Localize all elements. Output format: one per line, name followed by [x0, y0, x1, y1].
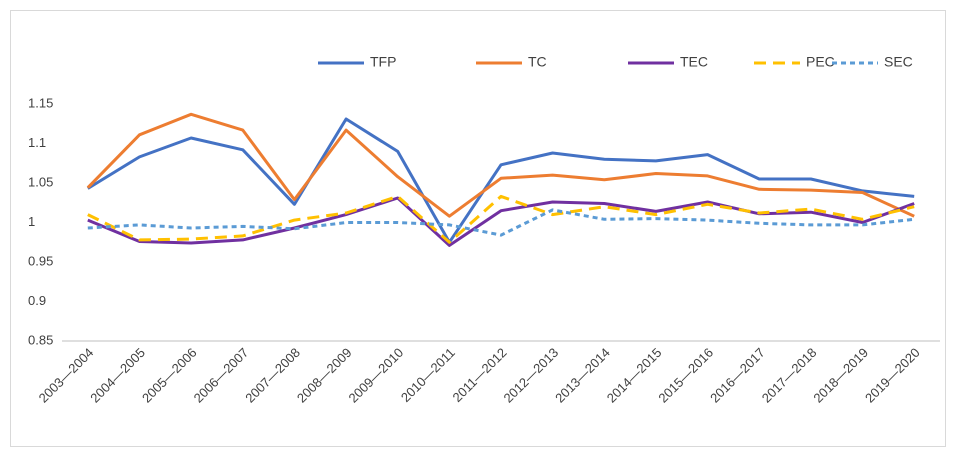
y-tick-label: 1: [28, 214, 35, 229]
series-line: [87, 117, 915, 244]
series-line: [87, 196, 915, 247]
series-line: [87, 208, 915, 237]
y-tick-label: 1.1: [28, 135, 46, 150]
series-line: [86, 112, 915, 218]
y-tick-label: 0.85: [28, 332, 53, 347]
legend-label: PEC: [806, 54, 835, 70]
chart-border: [10, 10, 946, 447]
y-tick-label: 1.05: [28, 174, 53, 189]
y-tick-label: 0.9: [28, 293, 46, 308]
y-tick-label: 0.95: [28, 253, 53, 268]
legend-label: TFP: [370, 54, 396, 70]
legend-label: SEC: [884, 54, 913, 70]
y-tick-label: 1.15: [28, 95, 53, 110]
series-line: [87, 194, 915, 244]
legend-label: TEC: [680, 54, 708, 70]
legend-label: TC: [528, 54, 547, 70]
